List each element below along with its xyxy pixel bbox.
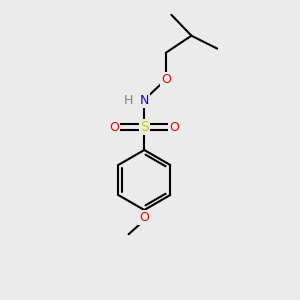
Text: O: O [139,211,149,224]
Text: O: O [169,121,179,134]
Text: O: O [161,73,171,86]
Text: H: H [124,94,133,106]
Text: O: O [109,121,119,134]
Text: N: N [140,94,149,106]
Text: S: S [140,120,149,134]
